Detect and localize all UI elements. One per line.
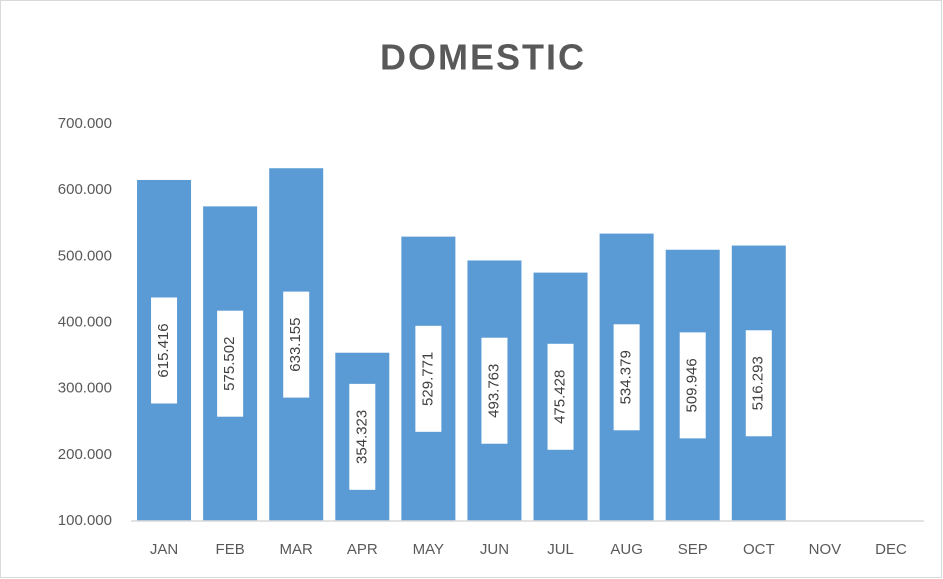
value-label: 615.416 [155,323,172,377]
value-label-box [283,291,310,398]
value-label: 516.293 [750,356,767,410]
x-tick-label: DEC [875,541,907,558]
value-label-box [151,297,178,404]
y-tick-label: 600.000 [58,181,112,198]
x-tick-label: JUL [547,541,574,558]
value-label: 529.771 [419,352,436,406]
x-tick-label: JUN [480,541,509,558]
x-tick-label: SEP [678,541,708,558]
value-label: 354.323 [353,410,370,464]
x-tick-label: OCT [743,541,775,558]
y-tick-label: 300.000 [58,380,112,397]
y-tick-label: 400.000 [58,313,112,330]
y-tick-label: 700.000 [58,115,112,132]
x-tick-label: MAY [413,541,444,558]
value-label-box [679,332,706,439]
chart-title: DOMESTIC [380,37,586,78]
value-label: 493.763 [485,364,502,418]
x-tick-label: APR [347,541,378,558]
x-tick-label: AUG [610,541,643,558]
value-label-box [481,337,508,444]
value-label-box [349,383,376,490]
value-label: 475.428 [552,370,569,424]
x-tick-label: JAN [150,541,178,558]
value-label: 633.155 [287,317,304,371]
value-label-box [217,310,244,417]
value-label-box [415,325,442,432]
value-label: 534.379 [618,350,635,404]
value-label-box [547,343,574,450]
x-tick-label: FEB [216,541,245,558]
x-tick-label: NOV [809,541,842,558]
value-label-box [745,330,772,437]
value-label-box [613,324,640,431]
y-tick-label: 100.000 [58,512,112,529]
x-tick-label: MAR [280,541,314,558]
value-label: 509.946 [684,358,701,412]
value-label: 575.502 [221,337,238,391]
y-tick-label: 500.000 [58,247,112,264]
y-tick-label: 200.000 [58,446,112,463]
